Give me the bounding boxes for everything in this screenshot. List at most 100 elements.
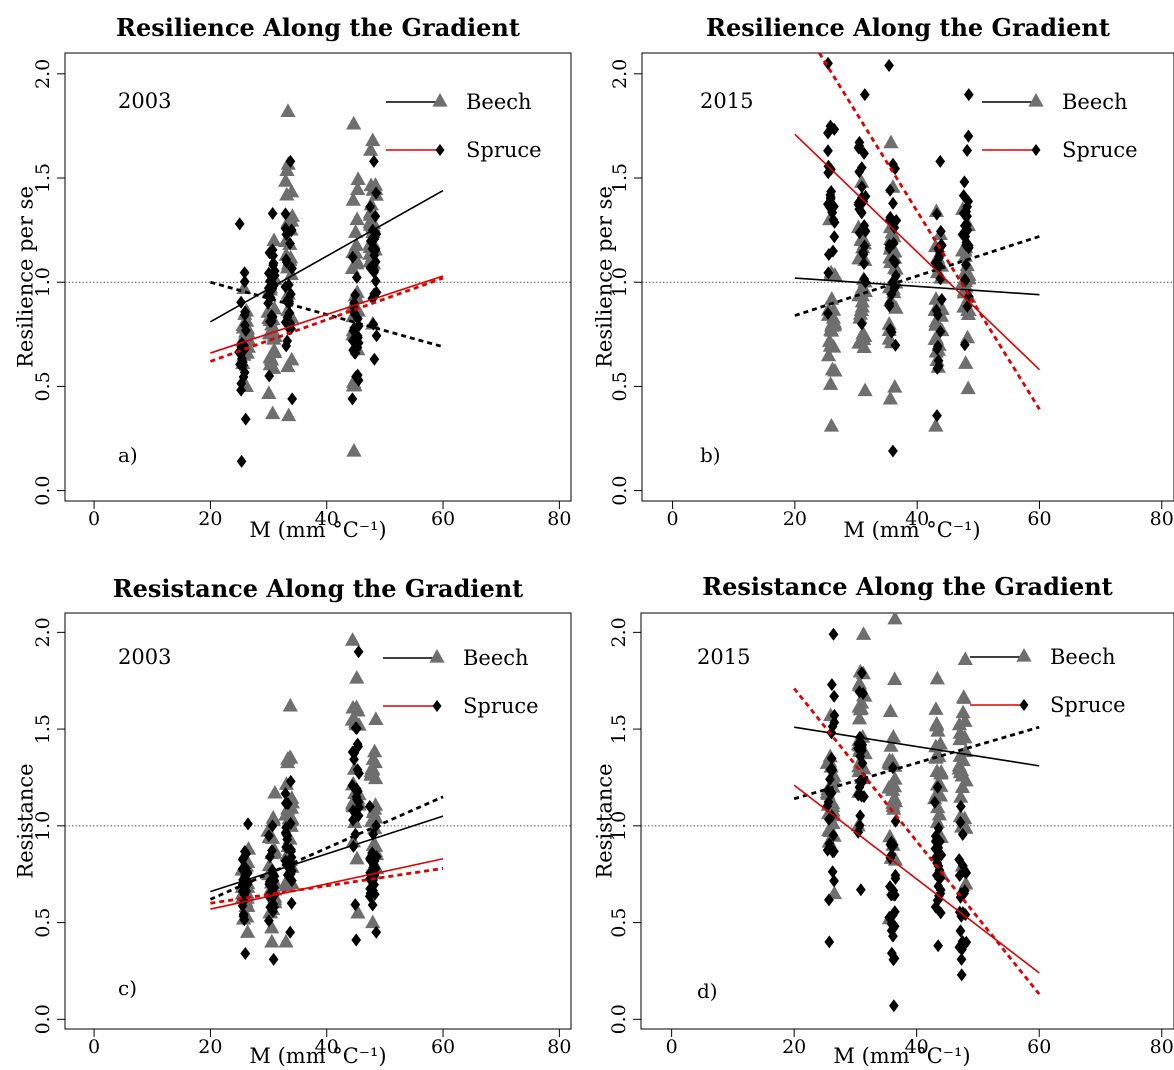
panel-label: a) bbox=[118, 443, 138, 467]
spruce-point bbox=[829, 716, 840, 730]
spruce-point bbox=[280, 787, 291, 801]
spruce-fit-dashed-line bbox=[793, 687, 1041, 996]
spruce-point bbox=[348, 343, 358, 357]
legend-marker bbox=[1031, 144, 1041, 156]
y-tick-label: 1.0 bbox=[608, 811, 630, 841]
regression-lines bbox=[794, 53, 1041, 411]
spruce-point bbox=[828, 627, 839, 641]
beech-point bbox=[824, 291, 840, 305]
beech-point bbox=[363, 142, 379, 156]
beech-point bbox=[855, 325, 871, 340]
spruce-point bbox=[370, 255, 381, 269]
plot-frame bbox=[64, 612, 572, 1030]
spruce-point bbox=[241, 847, 252, 861]
spruce-point bbox=[888, 929, 898, 943]
spruce-point bbox=[287, 392, 298, 406]
beech-point bbox=[367, 770, 384, 785]
legend-label: Spruce bbox=[1050, 693, 1126, 717]
beech-point bbox=[886, 801, 902, 815]
spruce-point bbox=[823, 247, 834, 261]
beech-point bbox=[886, 790, 903, 804]
spruce-point bbox=[854, 226, 865, 240]
spruce-point bbox=[888, 196, 898, 210]
spruce-point bbox=[264, 914, 274, 928]
spruce-point bbox=[853, 788, 864, 802]
legend-label: Spruce bbox=[466, 138, 542, 162]
spruce-point bbox=[281, 339, 292, 353]
beech-point bbox=[265, 405, 281, 420]
beech-point bbox=[364, 760, 380, 775]
spruce-point bbox=[824, 893, 834, 907]
spruce-point bbox=[826, 678, 837, 692]
spruce-point bbox=[890, 338, 901, 352]
beech-point bbox=[958, 355, 974, 369]
spruce-point bbox=[371, 925, 382, 939]
spruce-point bbox=[854, 685, 865, 699]
spruce-point bbox=[931, 303, 942, 317]
y-tick-label: 0.5 bbox=[32, 907, 54, 937]
y-tick-label: 0.0 bbox=[32, 1004, 54, 1034]
beech-point bbox=[960, 380, 976, 395]
spruce-point bbox=[856, 161, 867, 175]
spruce-point bbox=[933, 841, 944, 855]
y-axis-label: Resistance bbox=[14, 763, 38, 878]
beech-point bbox=[367, 177, 384, 191]
spruce-point bbox=[369, 265, 379, 279]
y-tick-label: 1.0 bbox=[32, 811, 54, 841]
beech-point bbox=[957, 264, 974, 278]
x-tick-label: 20 bbox=[198, 1036, 222, 1058]
beech-point bbox=[264, 919, 280, 934]
spruce-point bbox=[931, 207, 942, 221]
chart-panel-1: Resilience Along the Gradient 0.0 0.5 1.0 1.… bbox=[14, 13, 572, 542]
beech-fit-line bbox=[210, 815, 444, 893]
spruce-point bbox=[826, 751, 837, 765]
spruce-point bbox=[827, 763, 838, 777]
x-axis-label: M (mm °C⁻¹) bbox=[843, 518, 980, 542]
beech-point bbox=[350, 181, 366, 195]
x-tick-label: 80 bbox=[1150, 508, 1174, 530]
beech-point bbox=[278, 933, 294, 948]
beech-point bbox=[929, 715, 945, 730]
spruce-point bbox=[280, 207, 291, 221]
beech-point bbox=[958, 772, 974, 787]
spruce-point bbox=[268, 952, 279, 966]
spruce-point bbox=[365, 200, 376, 214]
spruce-point bbox=[932, 409, 942, 423]
spruce-point bbox=[955, 815, 966, 829]
year-label: 2015 bbox=[700, 89, 753, 113]
x-tick-label: 60 bbox=[431, 1036, 455, 1058]
spruce-point bbox=[956, 968, 967, 982]
beech-point bbox=[823, 376, 839, 390]
data-points bbox=[820, 56, 977, 458]
spruce-point bbox=[286, 874, 297, 888]
y-axis-label: Resilience per se bbox=[14, 186, 38, 368]
beech-point bbox=[823, 321, 839, 336]
spruce-point bbox=[825, 119, 836, 133]
beech-point bbox=[851, 710, 868, 725]
beech-point bbox=[824, 361, 841, 376]
data-points bbox=[234, 103, 384, 468]
spruce-point bbox=[369, 352, 380, 366]
spruce-point bbox=[936, 292, 947, 306]
panel-label: b) bbox=[700, 443, 721, 467]
spruce-point bbox=[856, 743, 867, 757]
beech-point bbox=[887, 613, 903, 625]
spruce-point bbox=[825, 190, 836, 204]
plot-frame bbox=[64, 52, 572, 502]
spruce-point bbox=[856, 204, 866, 218]
beech-point bbox=[350, 171, 366, 185]
spruce-point bbox=[286, 843, 296, 857]
spruce-point bbox=[280, 222, 291, 236]
beech-point bbox=[885, 729, 901, 743]
spruce-point bbox=[823, 266, 834, 280]
panel-label: c) bbox=[118, 976, 137, 1000]
beech-point bbox=[930, 799, 946, 814]
spruce-point bbox=[884, 59, 894, 73]
spruce-point bbox=[959, 338, 970, 352]
spruce-point bbox=[240, 947, 251, 961]
legend-label: Beech bbox=[1050, 645, 1116, 669]
spruce-point bbox=[958, 206, 969, 220]
beech-point bbox=[278, 173, 294, 187]
beech-point bbox=[952, 764, 969, 778]
